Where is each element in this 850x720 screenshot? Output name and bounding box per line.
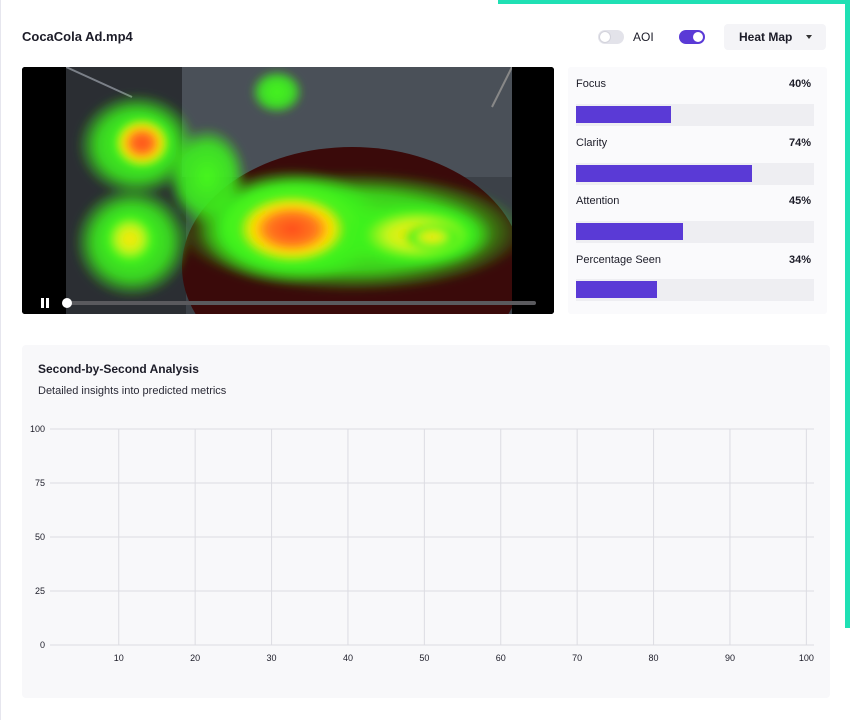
view-mode-label: Heat Map <box>739 30 793 44</box>
x-tick-label: 30 <box>267 653 277 663</box>
metric-bar-percentage-seen <box>576 279 814 301</box>
metric-bar-clarity <box>576 163 814 185</box>
heatmap-video-frame <box>22 67 554 314</box>
metrics-line-chart: 0 25 50 75 100 10 20 30 40 50 60 70 80 90 100 <box>30 424 814 663</box>
progress-accent-top <box>498 0 850 4</box>
heatmap-toggle[interactable] <box>679 30 705 44</box>
y-tick-label: 25 <box>35 586 45 596</box>
metric-value-clarity: 74% <box>788 137 811 149</box>
aoi-toggle[interactable] <box>598 30 624 44</box>
y-tick-label: 75 <box>35 478 45 488</box>
metric-name-clarity: Clarity <box>576 137 608 149</box>
metrics-panel: Focus 40% Clarity 74% Attention 45% Perc… <box>568 67 827 314</box>
aoi-toggle-knob <box>600 32 610 42</box>
aoi-label: AOI <box>633 30 654 44</box>
metric-name-focus: Focus <box>576 78 606 90</box>
analysis-title: Second-by-Second Analysis <box>38 362 199 376</box>
video-player[interactable] <box>22 67 554 314</box>
pause-icon-bar-right <box>46 298 49 308</box>
pause-icon-bar-left <box>41 298 44 308</box>
metric-bar-focus <box>576 104 814 126</box>
metric-value-attention: 45% <box>788 195 811 207</box>
analysis-subtitle: Detailed insights into predicted metrics <box>38 385 227 397</box>
analysis-panel: Second-by-Second Analysis Detailed insig… <box>22 345 830 698</box>
metric-bar-attention <box>576 221 814 243</box>
metric-name-percentage-seen: Percentage Seen <box>576 254 662 266</box>
x-tick-label: 10 <box>114 653 124 663</box>
metric-name-attention: Attention <box>576 195 620 207</box>
x-tick-label: 80 <box>649 653 659 663</box>
y-tick-label: 0 <box>40 640 45 650</box>
x-tick-label: 50 <box>419 653 429 663</box>
x-tick-label: 100 <box>799 653 814 663</box>
metric-value-focus: 40% <box>788 78 811 90</box>
seek-bar[interactable] <box>68 301 536 305</box>
chevron-down-icon <box>806 35 812 39</box>
progress-accent-right <box>845 0 850 628</box>
x-tick-label: 40 <box>343 653 353 663</box>
metric-bar-fill-clarity <box>576 165 752 182</box>
metric-bar-fill-focus <box>576 106 671 123</box>
y-tick-label: 50 <box>35 532 45 542</box>
seek-handle[interactable] <box>62 298 72 308</box>
x-tick-label: 60 <box>496 653 506 663</box>
x-tick-label: 70 <box>572 653 582 663</box>
view-mode-dropdown[interactable]: Heat Map <box>724 24 826 50</box>
file-title: CocaCola Ad.mp4 <box>22 29 133 44</box>
metric-bar-fill-attention <box>576 223 683 240</box>
metric-value-percentage-seen: 34% <box>788 254 811 266</box>
pause-button[interactable] <box>39 297 51 309</box>
y-tick-label: 100 <box>30 424 45 434</box>
x-tick-label: 90 <box>725 653 735 663</box>
metric-bar-fill-percentage-seen <box>576 281 657 298</box>
x-tick-label: 20 <box>190 653 200 663</box>
heatmap-toggle-knob <box>693 32 703 42</box>
